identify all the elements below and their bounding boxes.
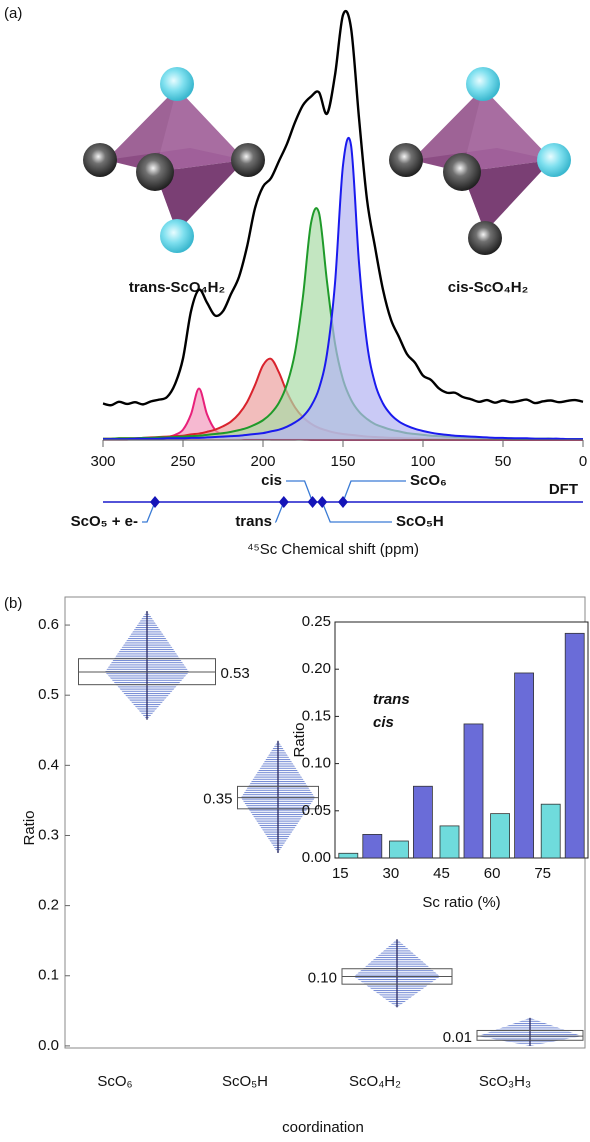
- y-tick-label: 0.15: [302, 707, 331, 724]
- annotation: cis-ScO₄H₂: [448, 279, 529, 296]
- dft-marker: [150, 496, 160, 508]
- x-tick-label: 250: [170, 453, 195, 470]
- x-axis-title: ⁴⁵Sc Chemical shift (ppm): [247, 541, 419, 558]
- value-label: 0.01: [443, 1029, 472, 1046]
- y-tick-label: 0.4: [38, 756, 59, 773]
- bar: [389, 841, 408, 858]
- panel-label: (b): [4, 595, 22, 612]
- x-tick-label: ScO₆: [97, 1073, 132, 1090]
- figure: (a) (b) trans-ScO₄H₂ cis-ScO₄H₂ 30025020…: [0, 0, 590, 1142]
- y-tick-label: 0.0: [38, 1037, 59, 1054]
- dft-label: DFT: [549, 481, 578, 498]
- dft-point-label: ScO₆: [410, 472, 447, 489]
- bar: [491, 814, 510, 858]
- dft-point-label: ScO₅H: [396, 513, 444, 530]
- dft-connector: [343, 481, 406, 502]
- dft-point-label: ScO₅ + e-: [71, 513, 138, 530]
- y-tick-label: 0.1: [38, 967, 59, 984]
- x-tick-label: 45: [433, 865, 450, 882]
- x-axis-title: Sc ratio (%): [422, 894, 500, 911]
- x-tick-label: 100: [410, 453, 435, 470]
- legend-label: trans: [373, 691, 410, 708]
- dft-point-label: trans: [235, 513, 272, 530]
- x-tick-label: ScO₃H₃: [479, 1073, 531, 1090]
- bar: [413, 786, 432, 858]
- y-tick-label: 0.5: [38, 686, 59, 703]
- bar: [464, 724, 483, 858]
- dft-connector: [322, 502, 392, 522]
- bar: [541, 804, 560, 858]
- y-tick-label: 0.25: [302, 613, 331, 630]
- dft-marker: [279, 496, 289, 508]
- dft-connector: [286, 481, 313, 502]
- bar: [339, 853, 358, 858]
- dft-marker: [308, 496, 318, 508]
- page: {"panel_labels": ["(a)", "(b)"], "chart_…: [0, 0, 590, 1142]
- x-tick-label: 30: [383, 865, 400, 882]
- x-tick-label: 0: [579, 453, 587, 470]
- y-tick-label: 0.20: [302, 660, 331, 677]
- value-label: 0.35: [203, 791, 232, 808]
- cis-molecule: [389, 67, 571, 255]
- y-tick-label: 0.00: [302, 849, 331, 866]
- x-tick-label: 200: [250, 453, 275, 470]
- dft-marker: [317, 496, 327, 508]
- dft-point-label: cis: [261, 472, 282, 489]
- x-axis-title: coordination: [282, 1119, 364, 1136]
- bar: [565, 633, 584, 858]
- bar: [440, 826, 459, 858]
- value-label: 0.53: [221, 665, 250, 682]
- y-tick-label: 0.2: [38, 897, 59, 914]
- y-tick-label: 0.6: [38, 616, 59, 633]
- trans-molecule: [83, 67, 265, 253]
- bar: [363, 834, 382, 858]
- x-tick-label: 300: [90, 453, 115, 470]
- dft-marker: [338, 496, 348, 508]
- x-tick-label: ScO₅H: [222, 1073, 268, 1090]
- x-tick-label: ScO₄H₂: [349, 1073, 401, 1090]
- bar: [515, 673, 534, 858]
- y-tick-label: 0.05: [302, 802, 331, 819]
- annotation: trans-ScO₄H₂: [129, 279, 225, 296]
- x-tick-label: 150: [330, 453, 355, 470]
- y-tick-label: 0.3: [38, 826, 59, 843]
- x-tick-label: 60: [484, 865, 501, 882]
- x-tick-label: 75: [534, 865, 551, 882]
- panel-label: (a): [4, 5, 22, 22]
- x-tick-label: 50: [495, 453, 512, 470]
- legend-label: cis: [373, 714, 394, 731]
- x-tick-label: 15: [332, 865, 349, 882]
- y-axis-title: Ratio: [291, 722, 308, 757]
- y-axis-title: Ratio: [21, 810, 38, 845]
- value-label: 0.10: [308, 969, 337, 986]
